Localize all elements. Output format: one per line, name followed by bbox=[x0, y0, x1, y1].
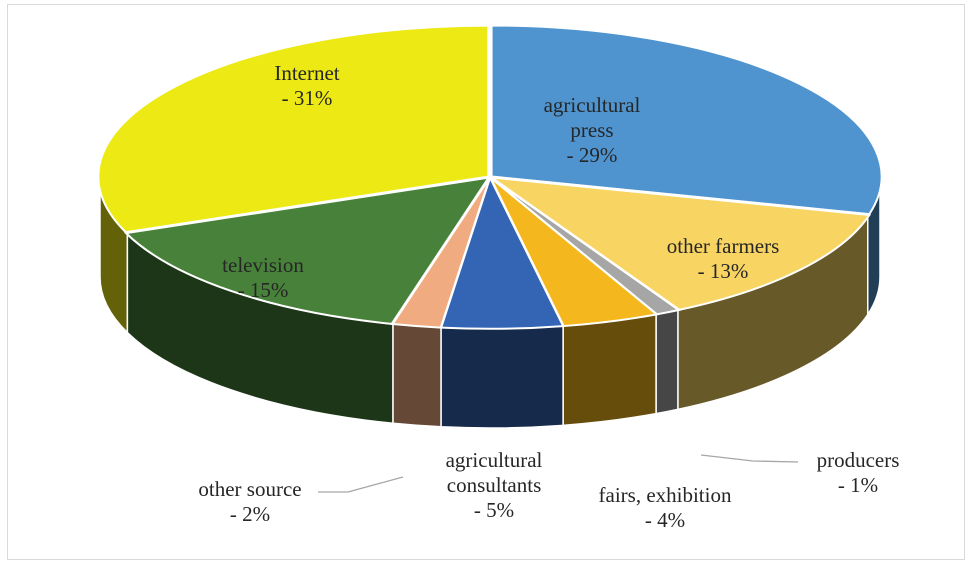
data-label-4: agricultural consultants - 5% bbox=[446, 448, 543, 522]
slice-side-5 bbox=[392, 322, 442, 428]
data-label-6: television - 15% bbox=[222, 253, 304, 302]
data-label-3: fairs, exhibition - 4% bbox=[599, 483, 732, 532]
data-label-1-line-0: other farmers bbox=[667, 234, 780, 258]
data-label-0-line-1: press bbox=[570, 118, 613, 142]
data-label-4-line-2: - 5% bbox=[474, 498, 514, 522]
data-label-7: Internet - 31% bbox=[274, 61, 339, 110]
data-label-7-line-1: - 31% bbox=[282, 86, 333, 110]
data-label-6-line-1: - 15% bbox=[238, 278, 289, 302]
slice-0 bbox=[490, 24, 883, 216]
leader-lines bbox=[318, 454, 799, 493]
data-label-7-line-0: Internet bbox=[274, 61, 339, 85]
slice-7 bbox=[97, 24, 490, 234]
data-label-0: agricultural press - 29% bbox=[544, 93, 641, 167]
data-label-5: other source - 2% bbox=[198, 477, 301, 526]
pie-chart: agricultural press - 29%other farmers - 13%… bbox=[97, 24, 899, 532]
data-label-4-line-1: consultants bbox=[447, 473, 542, 497]
slice-side-4 bbox=[440, 324, 564, 429]
data-label-1-line-1: - 13% bbox=[698, 259, 749, 283]
data-label-2: producers - 1% bbox=[817, 448, 900, 497]
data-label-5-line-1: - 2% bbox=[230, 502, 270, 526]
slice-1 bbox=[487, 176, 872, 311]
pie-side-walls bbox=[99, 176, 881, 429]
data-label-5-line-0: other source bbox=[198, 477, 301, 501]
data-label-6-line-0: television bbox=[222, 253, 304, 277]
data-label-4-line-0: agricultural bbox=[446, 448, 543, 472]
data-label-3-line-1: - 4% bbox=[645, 508, 685, 532]
slice-side-3 bbox=[562, 312, 657, 427]
data-label-3-line-0: fairs, exhibition bbox=[599, 483, 732, 507]
data-label-2-line-0: producers bbox=[817, 448, 900, 472]
pie-top-slices bbox=[97, 24, 883, 330]
data-label-0-line-2: - 29% bbox=[567, 143, 618, 167]
slice-side-2 bbox=[655, 308, 679, 415]
leader-line-2 bbox=[700, 454, 799, 463]
data-label-1: other farmers - 13% bbox=[667, 234, 780, 283]
data-labels: agricultural press - 29%other farmers - 13%… bbox=[198, 61, 899, 532]
leader-line-5 bbox=[318, 476, 404, 493]
chart-frame: agricultural press - 29% other farmers - 13%… bbox=[7, 4, 965, 560]
slice-6 bbox=[123, 176, 491, 325]
data-label-2-line-1: - 1% bbox=[838, 473, 878, 497]
data-label-0-line-0: agricultural bbox=[544, 93, 641, 117]
